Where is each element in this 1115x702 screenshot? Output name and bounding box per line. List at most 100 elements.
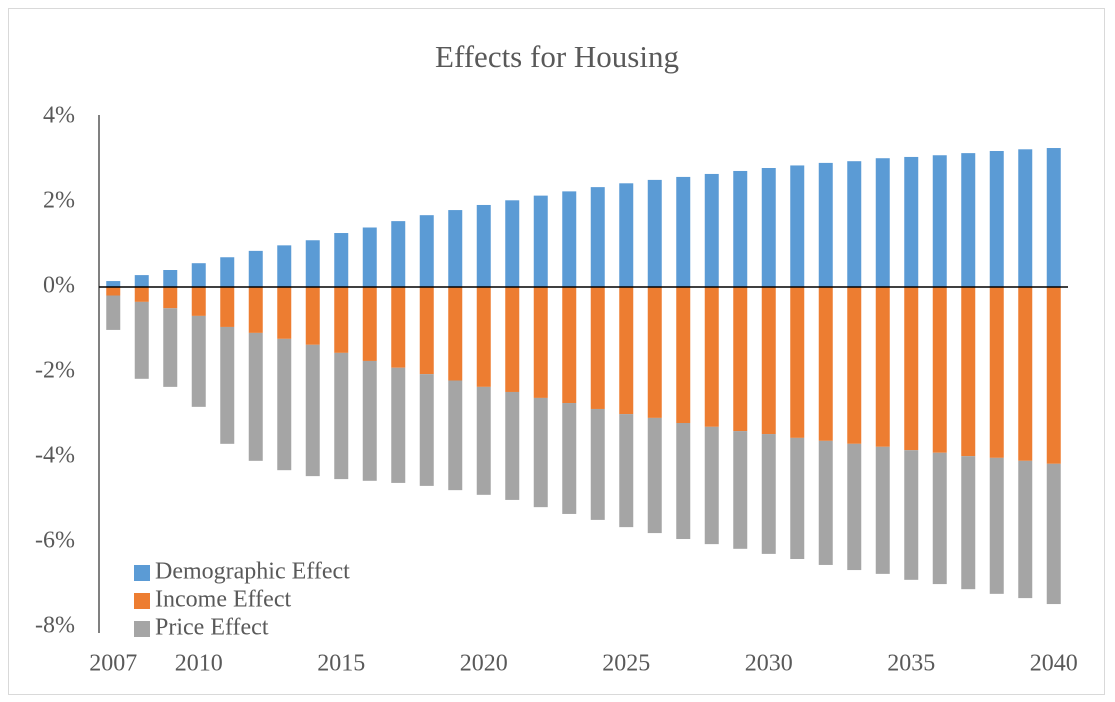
bar	[790, 165, 805, 287]
bar	[761, 168, 776, 287]
y-tick-label: -8%	[35, 613, 75, 639]
bar	[761, 434, 776, 554]
bar	[647, 179, 662, 287]
bar	[163, 270, 178, 287]
bar	[391, 221, 406, 287]
bar	[676, 423, 691, 540]
bar	[904, 450, 919, 580]
bar	[647, 287, 662, 418]
bar	[676, 176, 691, 287]
bar	[932, 287, 947, 453]
bar	[676, 287, 691, 423]
bar	[277, 245, 292, 287]
x-tick-label: 2007	[89, 651, 137, 677]
bar	[590, 408, 605, 520]
legend-swatch	[134, 621, 150, 637]
bar	[163, 308, 178, 387]
bar	[704, 287, 719, 427]
bar	[334, 233, 349, 287]
bar	[277, 338, 292, 471]
bar	[362, 227, 377, 287]
bar	[989, 287, 1004, 458]
bar	[134, 275, 149, 287]
bar	[248, 250, 263, 287]
bar	[733, 170, 748, 287]
bar	[476, 287, 491, 387]
bar	[590, 187, 605, 287]
bar	[761, 287, 776, 435]
bar	[733, 287, 748, 432]
bar	[619, 414, 634, 528]
x-tick-label: 2015	[317, 651, 365, 677]
bar	[134, 287, 149, 302]
bar	[106, 295, 121, 330]
bar	[220, 257, 235, 287]
x-tick-label: 2035	[887, 651, 935, 677]
chart-frame	[8, 8, 1105, 695]
bar	[818, 162, 833, 287]
legend-label: Demographic Effect	[155, 559, 350, 585]
bar	[476, 204, 491, 287]
x-tick-label: 2020	[460, 651, 508, 677]
bar	[391, 367, 406, 483]
bar	[989, 151, 1004, 287]
bar	[533, 397, 548, 508]
bar	[1018, 287, 1033, 461]
y-tick-label: 2%	[43, 188, 75, 214]
bar	[248, 287, 263, 333]
y-tick-label: -2%	[35, 358, 75, 384]
bar	[1018, 460, 1033, 599]
bar	[904, 287, 919, 451]
bar	[562, 403, 577, 514]
bar	[932, 452, 947, 585]
bar	[818, 287, 833, 441]
bar	[533, 287, 548, 398]
bar	[847, 287, 862, 444]
bar	[733, 431, 748, 549]
bar	[1046, 287, 1061, 464]
legend-swatch	[134, 565, 150, 581]
bar	[220, 326, 235, 444]
bar	[875, 158, 890, 287]
chart-title: Effects for Housing	[435, 39, 679, 74]
x-tick-label: 2040	[1030, 651, 1078, 677]
bar	[419, 287, 434, 375]
bar	[191, 315, 206, 407]
bar	[505, 200, 520, 287]
bar	[106, 287, 121, 296]
bar	[448, 380, 463, 491]
bar	[1046, 148, 1061, 287]
bar	[619, 287, 634, 415]
bar	[875, 287, 890, 447]
bar	[704, 173, 719, 287]
bar	[163, 287, 178, 309]
legend-swatch	[134, 593, 150, 609]
bar	[790, 287, 805, 438]
bar	[277, 287, 292, 339]
bar	[505, 391, 520, 500]
bar	[334, 287, 349, 353]
y-tick-label: -4%	[35, 443, 75, 469]
y-tick-label: 4%	[43, 103, 75, 129]
bar	[334, 352, 349, 480]
bar	[989, 457, 1004, 594]
bar	[932, 155, 947, 287]
bar	[391, 287, 406, 368]
x-tick-label: 2010	[175, 651, 223, 677]
bar	[1046, 463, 1061, 605]
bar	[904, 156, 919, 287]
bar	[704, 426, 719, 545]
bar	[220, 287, 235, 327]
bar	[818, 440, 833, 565]
bar	[562, 191, 577, 287]
bar	[647, 417, 662, 534]
bar	[248, 332, 263, 461]
bar	[476, 386, 491, 495]
bar	[619, 183, 634, 287]
bar	[448, 210, 463, 287]
bar	[961, 456, 976, 590]
x-tick-label: 2030	[745, 651, 793, 677]
bar	[562, 287, 577, 404]
bar	[362, 360, 377, 481]
